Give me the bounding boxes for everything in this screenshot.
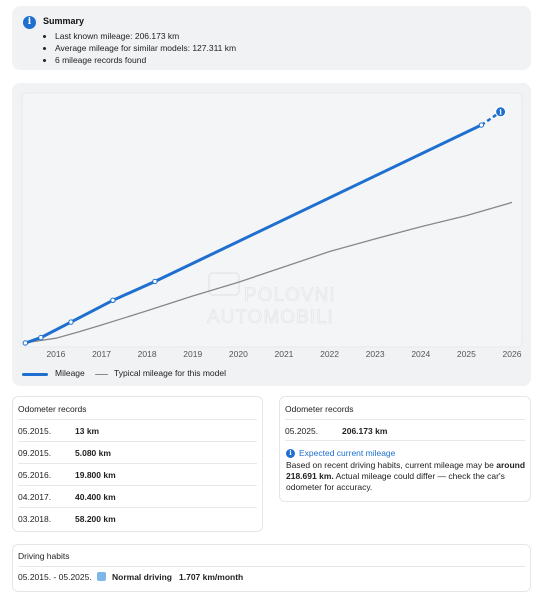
summary-item: 6 mileage records found <box>55 54 236 66</box>
mileage-point <box>68 319 74 325</box>
record-date: 09.2015. <box>18 448 52 458</box>
table-row: 05.2025. 206.173 km <box>285 419 525 439</box>
legend-swatch-mileage <box>22 373 48 376</box>
expected-text-end: Actual mileage could differ — check the … <box>286 471 505 492</box>
watermark-line-1: POLOVNI <box>244 285 335 306</box>
record-value: 5.080 km <box>75 448 111 458</box>
mileage-point <box>110 297 116 303</box>
table-row: 05.2016. 19.800 km <box>18 463 257 485</box>
mileage-point <box>38 334 44 341</box>
record-date: 03.2018. <box>18 514 52 524</box>
normal-driving-swatch <box>97 572 106 581</box>
expected-text-start: Based on recent driving habits, current … <box>286 460 497 470</box>
divider <box>285 440 525 441</box>
summary-panel: i Summary Last known mileage: 206.173 km… <box>12 6 531 70</box>
mileage-point <box>22 340 29 346</box>
x-tick-label: 2016 <box>46 349 65 359</box>
chart-svg: POLOVNI AUTOMOBILI 2016 2017 2018 2019 2020 2… <box>21 92 523 359</box>
habits-rate: 1.707 km/month <box>179 572 244 582</box>
x-tick-label: 2018 <box>138 349 157 359</box>
watermark-line-2: AUTOMOBILI <box>207 307 334 328</box>
info-icon: i <box>286 449 295 458</box>
x-tick-label: 2022 <box>320 349 339 359</box>
mileage-point <box>478 122 485 128</box>
x-tick-label: 2026 <box>503 349 522 359</box>
summary-item: Last known mileage: 206.173 km <box>55 30 236 42</box>
series-line-projection <box>480 110 502 127</box>
summary-item: Average mileage for similar models: 127.… <box>55 42 236 54</box>
table-row: 03.2018. 58.200 km <box>18 507 257 529</box>
x-tick-label: 2017 <box>92 349 111 359</box>
record-value: 58.200 km <box>75 514 116 524</box>
record-date: 04.2017. <box>18 492 52 502</box>
summary-title: Summary <box>43 16 85 26</box>
expected-text-value: around 218.691 km. <box>286 460 526 481</box>
divider <box>18 566 525 567</box>
expected-mileage-text: Based on recent driving habits, current … <box>286 460 526 493</box>
expected-mileage-title: Expected current mileage <box>299 448 396 458</box>
table-row: 04.2017. 40.400 km <box>18 485 257 507</box>
watermark: POLOVNI AUTOMOBILI <box>207 272 335 328</box>
projection-info-glyph: i <box>499 107 502 116</box>
info-icon: i <box>23 16 36 29</box>
x-tick-label: 2021 <box>275 349 294 359</box>
record-value: 19.800 km <box>75 470 116 480</box>
series-line-mileage <box>23 123 483 345</box>
record-date: 05.2025. <box>285 426 319 436</box>
watermark-logo <box>208 272 240 296</box>
habits-label: Normal driving <box>112 572 172 582</box>
series-layer: i <box>22 106 513 346</box>
card-title: Driving habits <box>18 551 70 561</box>
odometer-records-card: Odometer records 05.2015. 13 km 09.2015.… <box>12 396 263 532</box>
legend-swatch-typical <box>95 374 108 375</box>
card-title: Odometer records <box>285 404 354 414</box>
record-value: 13 km <box>75 426 100 436</box>
x-tick-label: 2023 <box>366 349 385 359</box>
series-line-typical <box>23 201 513 344</box>
projection-info-icon <box>495 106 507 118</box>
odometer-records-latest-card: Odometer records 05.2025. 206.173 km i E… <box>279 396 531 502</box>
legend-label-typical: Typical mileage for this model <box>114 368 226 378</box>
table-row: 09.2015. 5.080 km <box>18 441 257 463</box>
summary-list: Last known mileage: 206.173 km Average m… <box>55 30 236 66</box>
habits-period: 05.2015. - 05.2025. <box>18 572 92 582</box>
table-row: 05.2015. 13 km <box>18 419 257 441</box>
record-date: 05.2016. <box>18 470 52 480</box>
x-tick-label: 2020 <box>229 349 248 359</box>
record-value: 40.400 km <box>75 492 116 502</box>
legend-label-mileage: Mileage <box>55 368 85 378</box>
x-axis-ticks: 2016 2017 2018 2019 2020 2021 2022 2023 2024 2025… <box>46 349 521 359</box>
x-tick-label: 2025 <box>457 349 476 359</box>
record-value: 206.173 km <box>342 426 388 436</box>
record-date: 05.2015. <box>18 426 52 436</box>
card-title: Odometer records <box>18 404 87 414</box>
x-tick-label: 2019 <box>183 349 202 359</box>
mileage-chart: POLOVNI AUTOMOBILI 2016 2017 2018 2019 2020 2… <box>12 83 531 386</box>
x-tick-label: 2024 <box>411 349 430 359</box>
driving-habits-card: Driving habits 05.2015. - 05.2025. Norma… <box>12 544 531 592</box>
mileage-point <box>152 278 158 285</box>
